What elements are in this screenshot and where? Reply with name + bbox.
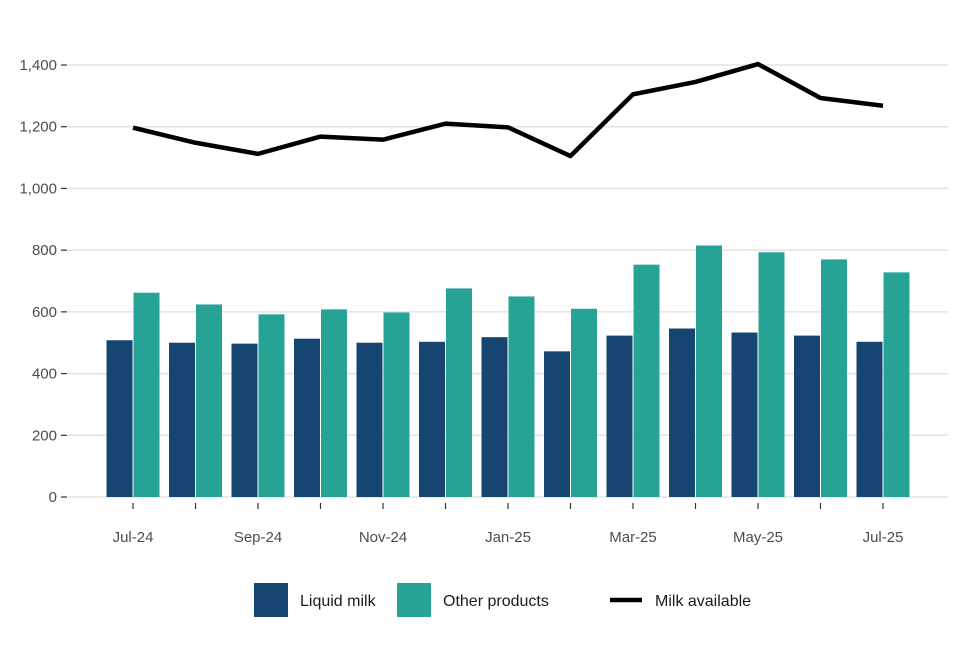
- bar-liquid-milk: [544, 351, 570, 497]
- line-milk-available: [132, 61, 884, 159]
- y-tick-label: 1,400: [19, 57, 57, 74]
- bar-liquid-milk: [794, 335, 820, 497]
- x-tick-label: Nov-24: [359, 529, 407, 546]
- bar-liquid-milk: [856, 341, 883, 497]
- bar-liquid-milk: [731, 332, 758, 497]
- bar-other-products: [821, 259, 847, 497]
- bar-other-products: [571, 308, 597, 497]
- legend-label: Other products: [443, 593, 549, 610]
- x-tick-label: May-25: [733, 529, 783, 546]
- bar-liquid-milk: [169, 342, 195, 497]
- legend-item-milk-available: Milk available: [610, 593, 751, 610]
- x-tick-label: Jul-25: [863, 529, 904, 546]
- y-tick-label: 1,000: [19, 180, 57, 197]
- y-tick-label: 1,200: [19, 119, 57, 136]
- x-tick-label: Jul-24: [113, 529, 154, 546]
- bar-other-products: [446, 288, 472, 497]
- legend-item-liquid-milk: Liquid milk: [254, 583, 377, 617]
- bar-layer: [106, 245, 910, 497]
- bar-liquid-milk: [294, 338, 320, 497]
- legend: Liquid milk Other products Milk available: [254, 583, 751, 617]
- bar-liquid-milk: [356, 342, 383, 497]
- y-tick-label: 600: [32, 304, 57, 321]
- bar-liquid-milk: [669, 328, 695, 497]
- bar-other-products: [321, 309, 347, 497]
- bar-other-products: [258, 314, 285, 497]
- bar-other-products: [758, 252, 785, 497]
- bar-other-products: [696, 245, 722, 497]
- y-tick-label: 800: [32, 242, 57, 259]
- bar-other-products: [133, 292, 160, 497]
- bar-liquid-milk: [231, 343, 258, 497]
- bar-other-products: [883, 272, 910, 497]
- legend-item-other-products: Other products: [397, 583, 549, 617]
- bar-liquid-milk: [606, 335, 633, 497]
- bar-other-products: [633, 264, 660, 497]
- x-tick-label: Mar-25: [609, 529, 657, 546]
- line-layer: [132, 61, 884, 159]
- x-tick-label: Jan-25: [485, 529, 531, 546]
- legend-label: Liquid milk: [300, 593, 377, 610]
- bar-liquid-milk: [481, 337, 508, 497]
- legend-swatch: [254, 583, 288, 617]
- bar-other-products: [508, 296, 535, 497]
- bar-liquid-milk: [419, 341, 445, 497]
- x-tick-label: Sep-24: [234, 529, 282, 546]
- legend-swatch: [397, 583, 431, 617]
- legend-label: Milk available: [655, 593, 751, 610]
- axis-layer: 0 200 400 600 800 1,000 1,200 1,400 Jul-24 Sep-24…: [19, 57, 903, 546]
- y-tick-label: 0: [49, 489, 57, 506]
- y-tick-label: 400: [32, 366, 57, 383]
- bar-other-products: [383, 312, 410, 497]
- bar-other-products: [196, 304, 222, 497]
- bar-liquid-milk: [106, 340, 133, 497]
- y-tick-label: 200: [32, 427, 57, 444]
